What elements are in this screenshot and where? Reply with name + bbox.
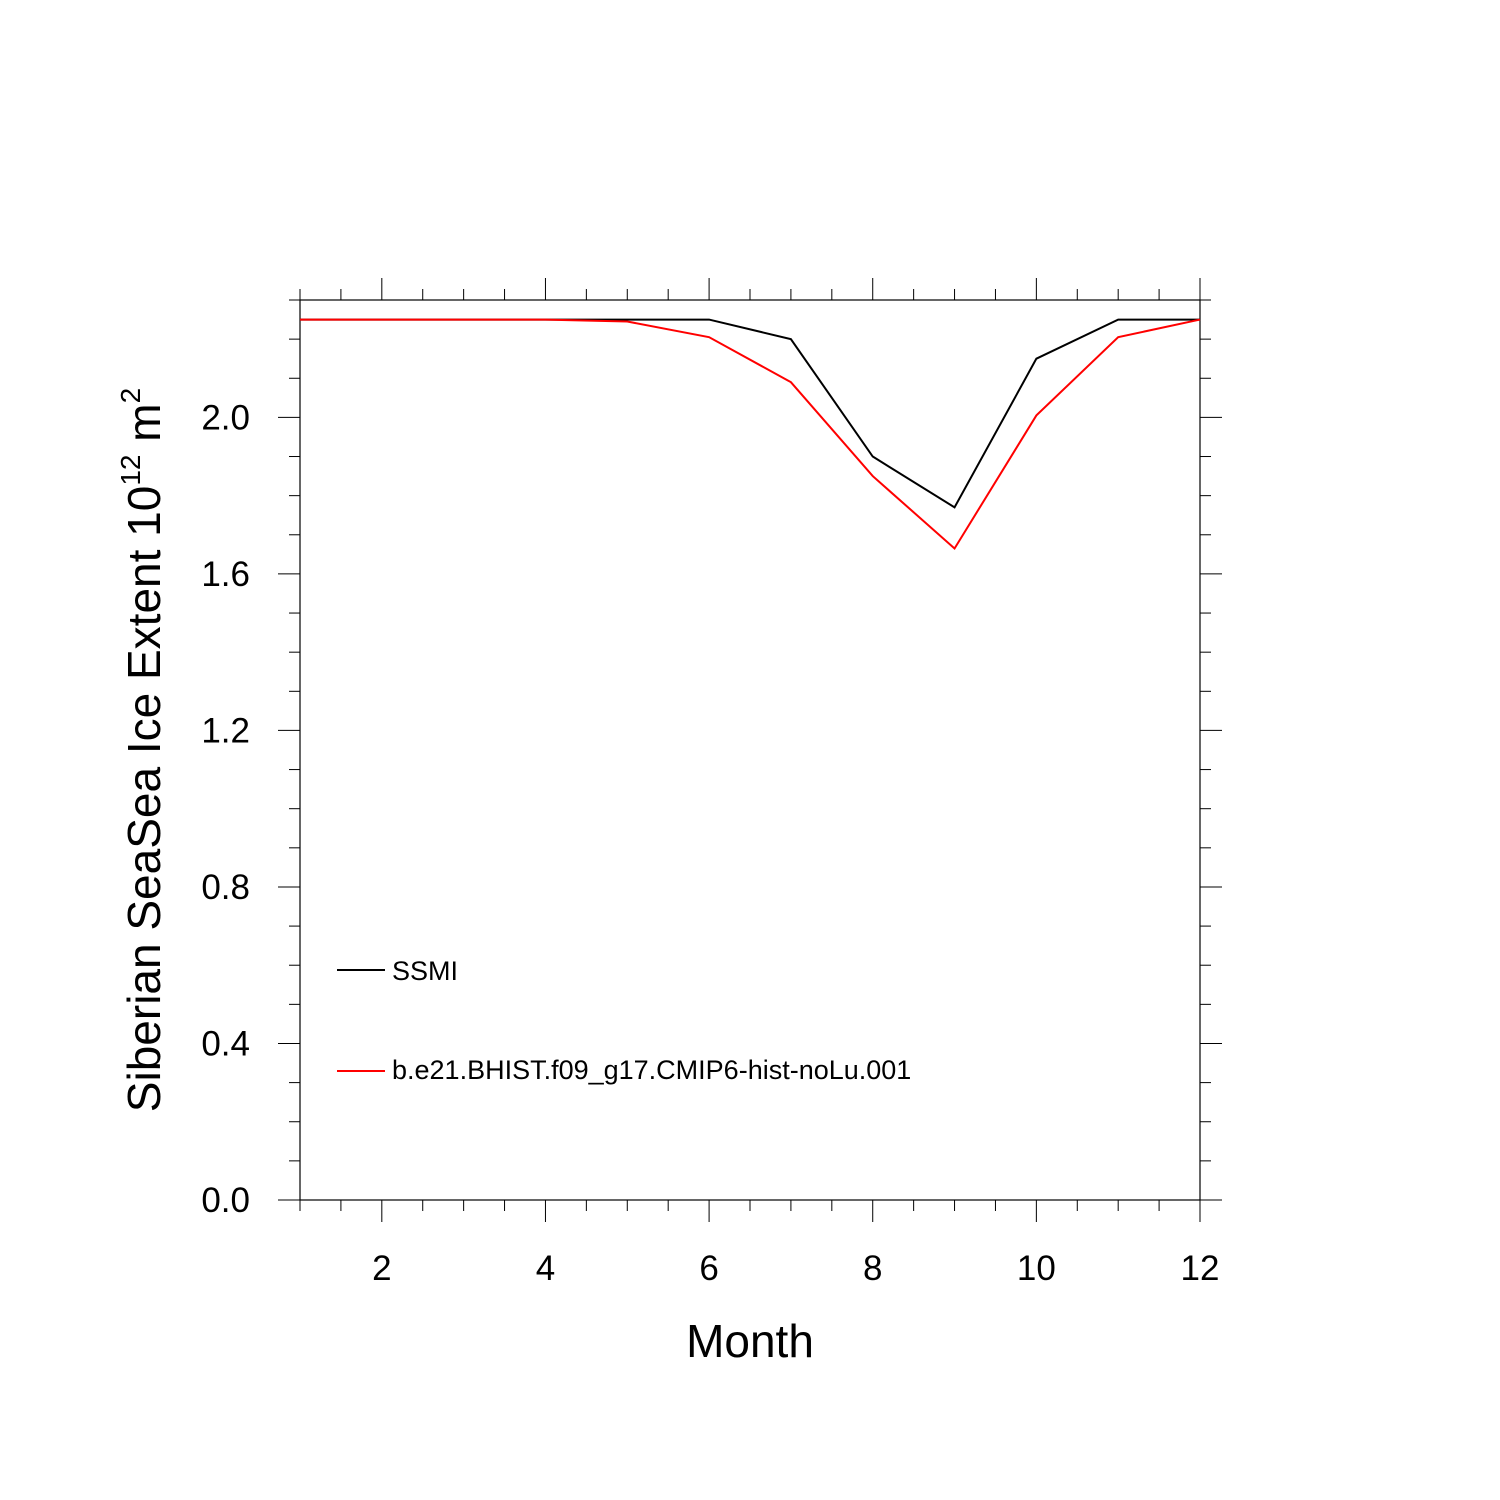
- y-tick-label: 0.8: [201, 868, 250, 907]
- y-axis-title-exponent: 12: [115, 455, 146, 486]
- x-axis-title: Month: [686, 1315, 814, 1367]
- legend-label-cmip6: b.e21.BHIST.f09_g17.CMIP6-hist-noLu.001: [392, 1055, 911, 1085]
- x-tick-label: 6: [699, 1249, 718, 1288]
- y-axis-title-unit: m: [118, 403, 170, 454]
- y-axis-title-text: Siberian SeaSea Ice Extent 10: [118, 486, 170, 1113]
- legend: SSMI b.e21.BHIST.f09_g17.CMIP6-hist-noLu…: [337, 956, 911, 1085]
- x-tick-label: 10: [1017, 1249, 1056, 1288]
- x-tick-label: 4: [536, 1249, 555, 1288]
- y-tick-label: 0.4: [201, 1024, 250, 1063]
- tick-labels: 2 4 6 8 10 12 0.0 0.4 0.8 1.2 1.6 2.0: [201, 398, 1219, 1288]
- legend-label-ssmi: SSMI: [392, 956, 458, 986]
- series-line-ssmi: [300, 318, 1200, 509]
- y-tick-label: 0.0: [201, 1181, 250, 1220]
- y-tick-label: 1.2: [201, 711, 250, 750]
- y-tick-label: 1.6: [201, 555, 250, 594]
- series-line-cmip6: [300, 318, 1201, 551]
- y-axis-title: Siberian SeaSea Ice Extent 1012 m2: [115, 388, 170, 1112]
- series-lines: [300, 318, 1201, 551]
- y-axis-title-unit-exponent: 2: [115, 388, 146, 404]
- x-tick-label: 8: [863, 1249, 882, 1288]
- axis-ticks: [278, 278, 1222, 1222]
- y-tick-label: 2.0: [201, 398, 250, 437]
- x-tick-label: 2: [372, 1249, 391, 1288]
- x-tick-label: 12: [1181, 1249, 1220, 1288]
